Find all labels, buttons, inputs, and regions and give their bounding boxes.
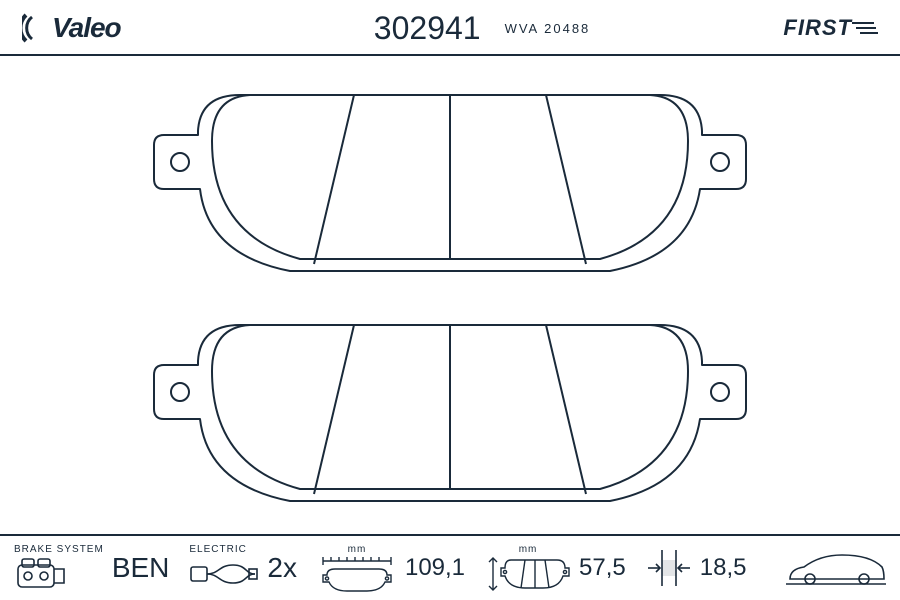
vehicle-icon-cell: [786, 549, 886, 587]
brand-logo: Valeo: [22, 12, 121, 44]
header: Valeo 302941 WVA 20488 FIRST: [0, 0, 900, 56]
part-number: 302941: [374, 10, 481, 47]
thickness-value: 18,5: [700, 554, 747, 582]
spec-width: mm: [317, 544, 465, 593]
width-value: 109,1: [405, 554, 465, 582]
brake-pad-diagram: [0, 56, 900, 534]
width-icon: [317, 555, 397, 593]
caliper-icon: [14, 555, 66, 593]
brake-pad-top: [140, 75, 760, 285]
product-line-logo: FIRST: [783, 15, 878, 41]
car-silhouette-icon: [786, 549, 886, 587]
brand-text: Valeo: [52, 12, 121, 44]
spec-height: mm 57,5: [485, 544, 626, 593]
spec-brake-system: BRAKE SYSTEM BEN: [14, 544, 169, 593]
brake-pad-bottom: [140, 305, 760, 515]
wva-value: 20488: [544, 21, 590, 36]
electric-value: 2x: [267, 552, 297, 584]
thickness-icon: [646, 546, 692, 590]
height-value: 57,5: [579, 554, 626, 582]
spec-electric: ELECTRIC 2x: [189, 544, 297, 593]
spec-footer: BRAKE SYSTEM BEN ELECTRIC: [0, 534, 900, 600]
wva-code: WVA 20488: [505, 21, 591, 36]
brake-system-label: BRAKE SYSTEM: [14, 544, 104, 555]
product-line-text: FIRST: [783, 15, 852, 41]
height-icon: [485, 554, 571, 594]
wva-label: WVA: [505, 21, 539, 36]
width-label: mm: [348, 544, 367, 555]
valeo-arc-icon: [22, 13, 50, 43]
electric-label: ELECTRIC: [189, 544, 246, 555]
speed-lines-icon: [852, 19, 878, 37]
brake-system-value: BEN: [112, 552, 170, 584]
spec-thickness: 18,5: [646, 549, 747, 587]
wear-sensor-icon: [189, 557, 259, 591]
